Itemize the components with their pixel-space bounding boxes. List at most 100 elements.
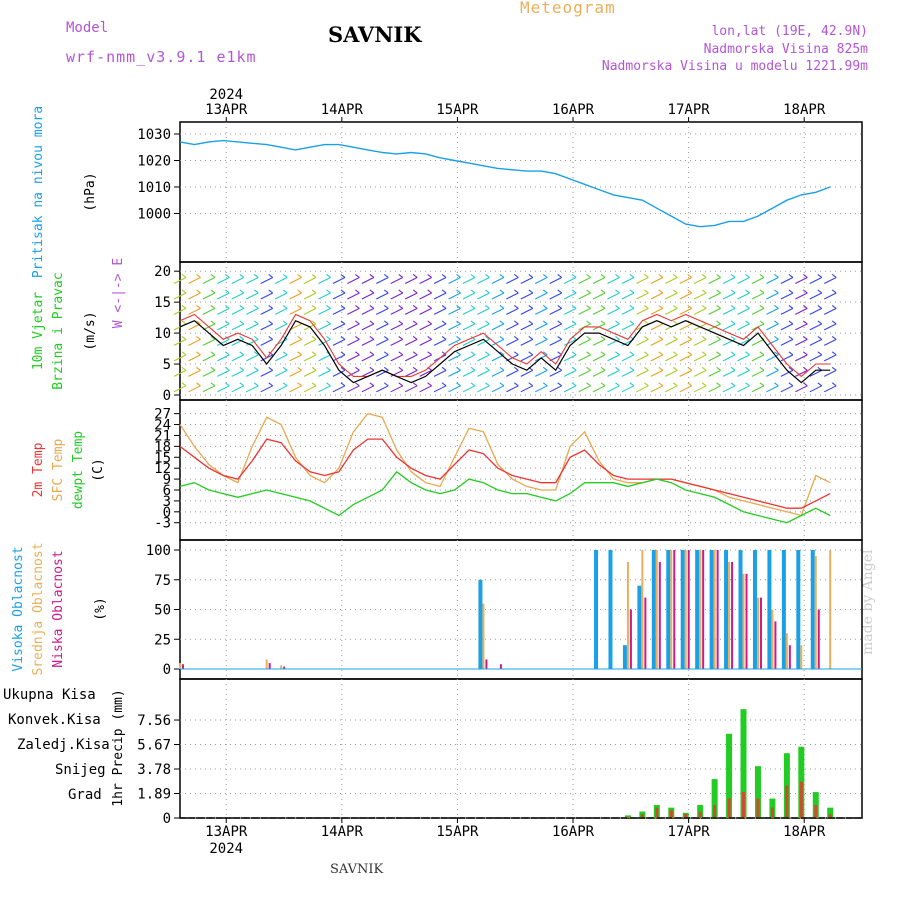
wind-barb (260, 385, 273, 393)
wind-barb (520, 307, 534, 315)
time-label-top: 16APR (552, 102, 595, 118)
wind-barb-head (528, 382, 534, 387)
wind-barb-head (210, 351, 216, 356)
wind-barb-head (456, 351, 461, 356)
wind-barb (795, 276, 808, 284)
wind-barb-head (817, 274, 823, 278)
wind-barb (520, 385, 534, 393)
wind-barb (751, 292, 765, 300)
wind-barb (289, 354, 302, 362)
cloud-bar-low (731, 561, 734, 669)
wind-barb-head (297, 366, 302, 371)
wind-barb (650, 385, 664, 393)
precip-bar-conv (756, 798, 760, 818)
wind-barb-head (311, 335, 317, 340)
wind-barb (823, 307, 837, 315)
wind-barb (347, 292, 360, 300)
wind-barb (245, 276, 259, 284)
wind-barb (534, 338, 548, 346)
wind-barb (303, 354, 317, 362)
wind-barb-head (485, 274, 490, 278)
wind-barb-head (571, 289, 577, 294)
wind-barb-head (369, 304, 375, 309)
wind-barb (693, 369, 707, 377)
wind-barb-head (600, 335, 606, 340)
wind-barb (376, 307, 389, 315)
wind-barb-head (456, 274, 461, 278)
wind-barb (361, 307, 375, 315)
wind-barb-head (514, 335, 519, 340)
ylabel-mid-cloud: Srednja Oblacnost (31, 542, 46, 675)
wind-barb-head (326, 382, 331, 387)
wind-barb-head (412, 382, 418, 387)
wind-barb-head (268, 289, 274, 294)
wind-barb-head (644, 382, 649, 387)
wind-barb-head (687, 351, 693, 356)
wind-barb-head (427, 382, 432, 387)
wind-barb-head (759, 366, 765, 371)
wind-barb (462, 276, 476, 284)
wind-barb (795, 307, 808, 315)
wind-barb-head (311, 351, 317, 356)
wind-barb-head (253, 351, 259, 356)
wind-barb-head (788, 351, 794, 356)
ylabel-wind: 10m Vjetar (31, 292, 46, 370)
wind-barb-head (297, 274, 302, 278)
precip-bar-conv (713, 805, 717, 818)
wind-barb-head (181, 304, 187, 309)
wind-barb (217, 323, 230, 331)
wind-barb-head (644, 366, 649, 371)
wind-barb (722, 369, 736, 377)
cloud-bar-mid (179, 663, 181, 669)
wind-barb-head (355, 335, 360, 340)
wind-barb (245, 307, 259, 315)
wind-barb (404, 385, 418, 393)
wind-barb (419, 369, 432, 377)
wind-barb-head (701, 304, 707, 309)
wind-barb-head (282, 351, 288, 356)
wind-barb-head (225, 382, 230, 387)
wind-barb-head (196, 289, 201, 294)
wind-barb-head (282, 382, 288, 387)
wind-barb-head (485, 335, 490, 340)
wind-barb (636, 369, 649, 377)
wind-barb-head (470, 320, 476, 325)
precip-bar-total (812, 792, 819, 818)
wind-barb-head (297, 304, 302, 309)
wind-barb (188, 276, 201, 284)
wind-barb (693, 338, 707, 346)
cloud-bar-mid (265, 659, 268, 669)
wind-barb (708, 369, 721, 377)
wind-barb-head (802, 366, 808, 371)
wind-barb-head (355, 304, 360, 309)
wind-barb (260, 307, 273, 315)
wind-barb-head (196, 335, 201, 340)
wind-barb-head (196, 351, 201, 356)
pressure-line (179, 139, 831, 228)
wind-barb (202, 369, 216, 377)
wind-barb (419, 292, 432, 300)
wind-barb-head (831, 289, 837, 294)
wind-barb (549, 323, 562, 331)
precip-bar-conv (799, 781, 803, 818)
wind-barb (737, 323, 750, 331)
wind-barb-head (196, 366, 201, 371)
wind-barb-head (759, 289, 765, 294)
wind-barb (650, 338, 664, 346)
wind-barb-head (181, 335, 187, 340)
wind-barb (506, 292, 519, 300)
wind-barb (260, 323, 273, 331)
wind-barb-head (369, 382, 375, 387)
cloud-bar-mid (785, 633, 788, 669)
y-tick-label: 9 (163, 472, 171, 488)
wind-barb-head (687, 304, 693, 309)
wind-barb-head (557, 382, 563, 387)
wind-barb (173, 338, 187, 346)
wind-barb (303, 369, 317, 377)
time-label-bottom: 16APR (552, 824, 595, 840)
wind-barb-head (427, 274, 432, 278)
wind-barb (592, 307, 606, 315)
wind-barb-head (326, 366, 331, 371)
wind-barb-head (355, 289, 360, 294)
wind-barb (173, 292, 187, 300)
